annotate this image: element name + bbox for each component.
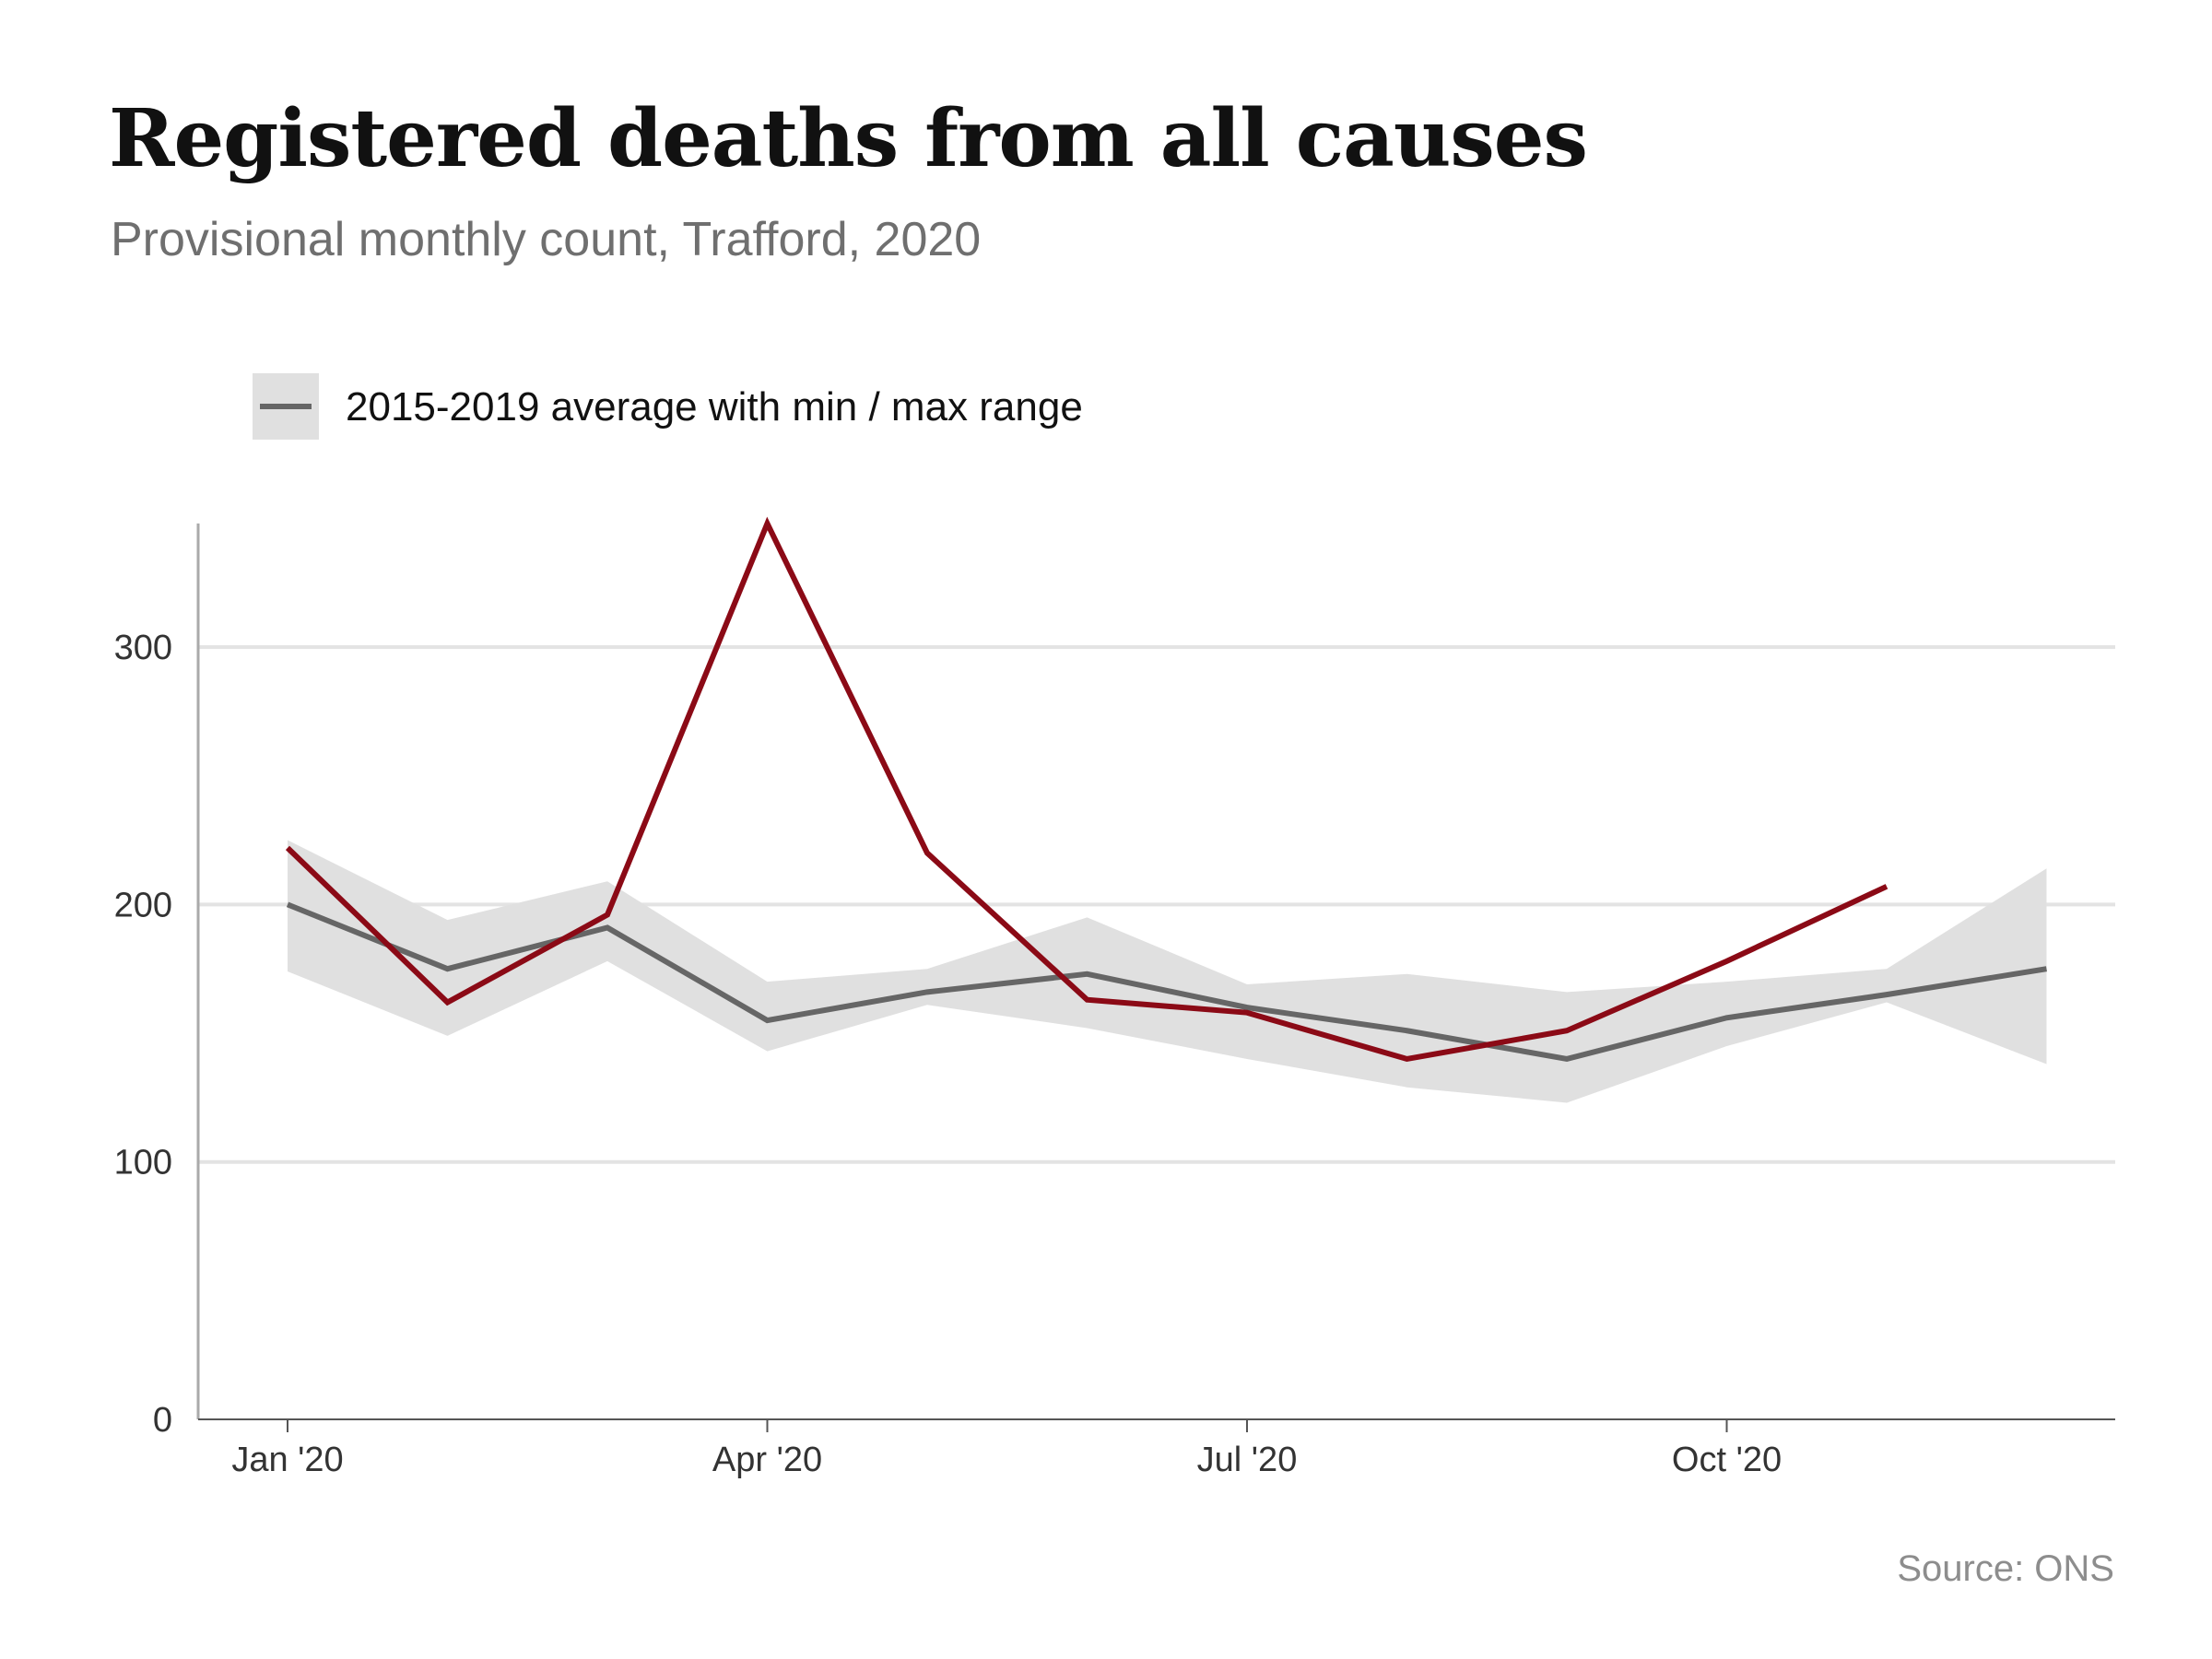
gridlines [198, 645, 2115, 1164]
x-tick-label-2020-01: Jan '20 [231, 1441, 343, 1479]
chart-title: Registered deaths from all causes [109, 92, 1588, 185]
average-range-band [288, 840, 2047, 1103]
x-tick-label-2020-07: Jul '20 [1197, 1441, 1298, 1479]
y-tick-label-300: 300 [114, 629, 172, 667]
average-line [286, 901, 2047, 1063]
legend: 2015-2019 average with min / max range [253, 373, 1083, 440]
source-note: Source: ONS [1897, 1548, 2114, 1589]
x-tick-label-2020-04: Apr '20 [712, 1441, 822, 1479]
current-2020-line [285, 516, 1888, 1063]
y-tick-label-200: 200 [114, 886, 172, 924]
y-tick-label-100: 100 [114, 1144, 172, 1182]
x-tick-label-2020-10: Oct '20 [1672, 1441, 1782, 1479]
legend-label: 2015-2019 average with min / max range [346, 384, 1083, 429]
x-axis-tick-labels: Jan '20 Apr '20 Jul '20 Oct '20 [231, 1441, 1782, 1479]
y-axis-tick-labels: 0 100 200 300 [114, 629, 172, 1440]
chart-subtitle: Provisional monthly count, Trafford, 202… [111, 213, 982, 266]
axes [196, 524, 2115, 1432]
range-band-layer [288, 840, 2047, 1103]
y-tick-label-0: 0 [153, 1401, 172, 1440]
series-lines [285, 516, 2047, 1063]
